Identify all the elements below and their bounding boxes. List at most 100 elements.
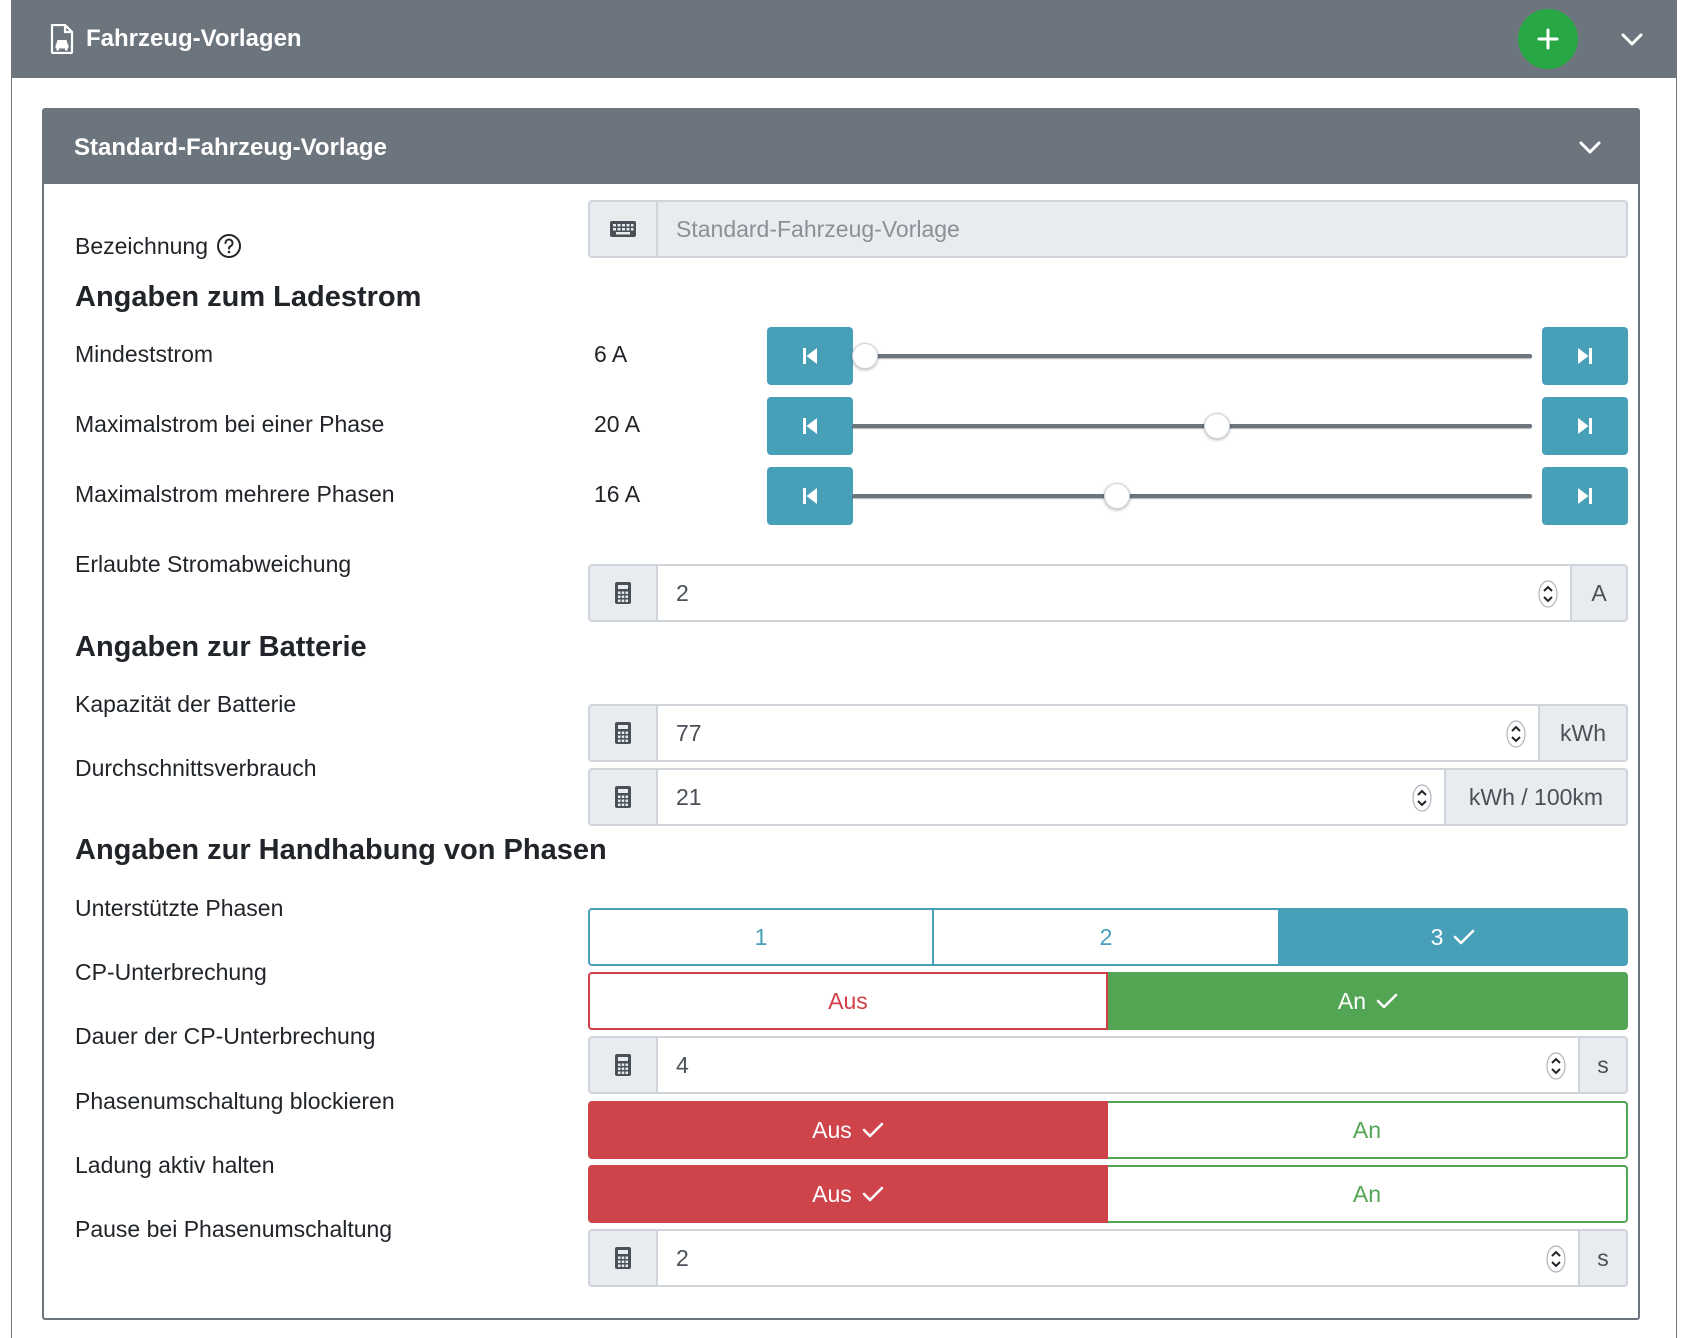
max-multi-phase-label: Maximalstrom mehrere Phasen <box>75 481 395 507</box>
step-forward-icon <box>1578 488 1592 504</box>
keep-active-on-label: An <box>1352 1180 1382 1207</box>
max-multi-phase-decrease-button[interactable] <box>767 467 853 525</box>
min-current-label: Mindeststrom <box>75 341 214 367</box>
cp-interrupt-on-button[interactable]: An <box>1108 972 1628 1030</box>
spinner-arrows-icon[interactable] <box>1412 784 1432 812</box>
capacity-label: Kapazität der Batterie <box>75 691 297 717</box>
capacity-input-group: 77 kWh <box>588 704 1628 762</box>
deviation-input-group-inner: 2 A <box>588 564 1628 622</box>
deviation-label: Erlaubte Stromabweichung <box>75 551 352 577</box>
max-multi-phase-value: 16 A <box>594 481 641 507</box>
keep-active-on-button[interactable]: An <box>1108 1165 1628 1223</box>
vehicle-templates-card: Fahrzeug-Vorlagen Standard-Fahrzeug-Vorl… <box>11 0 1677 1338</box>
cp-interrupt-off-button[interactable]: Aus <box>588 972 1108 1030</box>
deviation-input-value: 2 <box>676 579 689 606</box>
max-one-phase-increase-button[interactable] <box>1542 397 1628 455</box>
keep-active-off-label: Aus <box>812 1180 852 1207</box>
cp-duration-input[interactable]: 4 <box>658 1036 1580 1094</box>
min-current-decrease-button[interactable] <box>767 327 853 385</box>
calculator-icon <box>588 704 658 762</box>
supported-phases-label: Unterstützte Phasen <box>75 895 284 921</box>
capacity-input[interactable]: 77 <box>658 704 1540 762</box>
add-template-button[interactable] <box>1518 9 1578 69</box>
calculator-icon <box>588 1036 658 1094</box>
step-forward-icon <box>1578 348 1592 364</box>
keep-active-label: Ladung aktiv halten <box>75 1152 275 1178</box>
max-one-phase-slider-track[interactable] <box>852 424 1532 428</box>
block-switch-on-button[interactable]: An <box>1108 1101 1628 1159</box>
standard-template-header[interactable]: Standard-Fahrzeug-Vorlage <box>44 110 1638 184</box>
question-circle-icon[interactable] <box>216 233 242 259</box>
cp-duration-input-value: 4 <box>676 1051 689 1078</box>
chevron-down-icon <box>1579 141 1601 154</box>
file-car-icon <box>50 23 74 55</box>
name-input-group: Standard-Fahrzeug-Vorlage <box>588 200 1628 258</box>
check-icon <box>1454 929 1475 945</box>
phase-1-button[interactable]: 1 <box>588 908 934 966</box>
chevron-down-icon <box>1621 33 1643 46</box>
max-one-phase-slider-thumb[interactable] <box>1204 413 1231 439</box>
switch-pause-input-group: 2 s <box>588 1229 1628 1287</box>
min-current-slider-track[interactable] <box>852 354 1532 358</box>
keyboard-icon <box>588 200 658 258</box>
cp-duration-label: Dauer der CP-Unterbrechung <box>75 1023 376 1049</box>
consumption-input-group: 21 kWh / 100km <box>588 768 1628 826</box>
calculator-icon <box>588 1229 658 1287</box>
vehicle-templates-header[interactable]: Fahrzeug-Vorlagen <box>12 0 1676 78</box>
calculator-icon <box>588 564 658 622</box>
calculator-icon <box>588 768 658 826</box>
max-multi-phase-increase-button[interactable] <box>1542 467 1628 525</box>
capacity-input-value: 77 <box>676 719 702 746</box>
max-one-phase-label: Maximalstrom bei einer Phase <box>75 411 385 437</box>
phase-2-button[interactable]: 2 <box>934 908 1280 966</box>
deviation-input[interactable]: 2 <box>658 564 1572 622</box>
cp-duration-input-group: 4 s <box>588 1036 1628 1094</box>
max-multi-phase-slider-track[interactable] <box>852 494 1532 498</box>
battery-section-title: Angaben zur Batterie <box>75 631 367 663</box>
cp-interrupt-on-label: An <box>1337 987 1367 1014</box>
cp-interrupt-group: Aus An <box>588 972 1628 1030</box>
phase-1-label: 1 <box>754 923 768 950</box>
consumption-label: Durchschnittsverbrauch <box>75 755 317 781</box>
collapse-templates-button[interactable] <box>1616 24 1648 56</box>
min-current-increase-button[interactable] <box>1542 327 1628 385</box>
page-title: Fahrzeug-Vorlagen <box>86 25 302 52</box>
switch-pause-unit: s <box>1580 1229 1628 1287</box>
block-switch-label: Phasenumschaltung blockieren <box>75 1088 395 1114</box>
phase-3-button[interactable]: 3 <box>1280 908 1628 966</box>
step-backward-icon <box>803 418 817 434</box>
max-one-phase-decrease-button[interactable] <box>767 397 853 455</box>
block-switch-off-label: Aus <box>812 1116 852 1143</box>
switch-pause-input[interactable]: 2 <box>658 1229 1580 1287</box>
cp-duration-unit: s <box>1580 1036 1628 1094</box>
spinner-arrows-icon[interactable] <box>1506 720 1526 748</box>
step-backward-icon <box>803 488 817 504</box>
check-icon <box>1376 993 1398 1009</box>
check-icon <box>862 1186 884 1202</box>
current-section-title: Angaben zum Ladestrom <box>75 281 422 313</box>
max-multi-phase-slider-thumb[interactable] <box>1103 483 1130 509</box>
max-one-phase-value: 20 A <box>594 411 641 437</box>
block-switch-on-label: An <box>1352 1116 1382 1143</box>
spinner-arrows-icon[interactable] <box>1546 1052 1566 1080</box>
plus-icon <box>1537 28 1559 50</box>
step-forward-icon <box>1578 418 1592 434</box>
name-input[interactable]: Standard-Fahrzeug-Vorlage <box>658 200 1628 258</box>
standard-template-card: Standard-Fahrzeug-Vorlage Bezeichnung <box>42 108 1640 1320</box>
spinner-arrows-icon[interactable] <box>1546 1245 1566 1273</box>
collapse-template-button[interactable] <box>1574 132 1606 164</box>
name-input-placeholder: Standard-Fahrzeug-Vorlage <box>676 215 960 242</box>
keep-active-off-button[interactable]: Aus <box>588 1165 1108 1223</box>
phase-2-label: 2 <box>1099 923 1113 950</box>
consumption-input[interactable]: 21 <box>658 768 1446 826</box>
spinner-arrows-icon[interactable] <box>1538 580 1558 608</box>
switch-pause-input-value: 2 <box>676 1244 689 1271</box>
switch-pause-label: Pause bei Phasenumschaltung <box>75 1216 393 1242</box>
template-title: Standard-Fahrzeug-Vorlage <box>74 134 387 161</box>
cp-interrupt-off-label: Aus <box>828 987 868 1014</box>
step-backward-icon <box>803 348 817 364</box>
deviation-unit: A <box>1572 564 1628 622</box>
min-current-slider-thumb[interactable] <box>852 343 878 369</box>
min-current-value: 6 A <box>594 341 628 367</box>
block-switch-off-button[interactable]: Aus <box>588 1101 1108 1159</box>
